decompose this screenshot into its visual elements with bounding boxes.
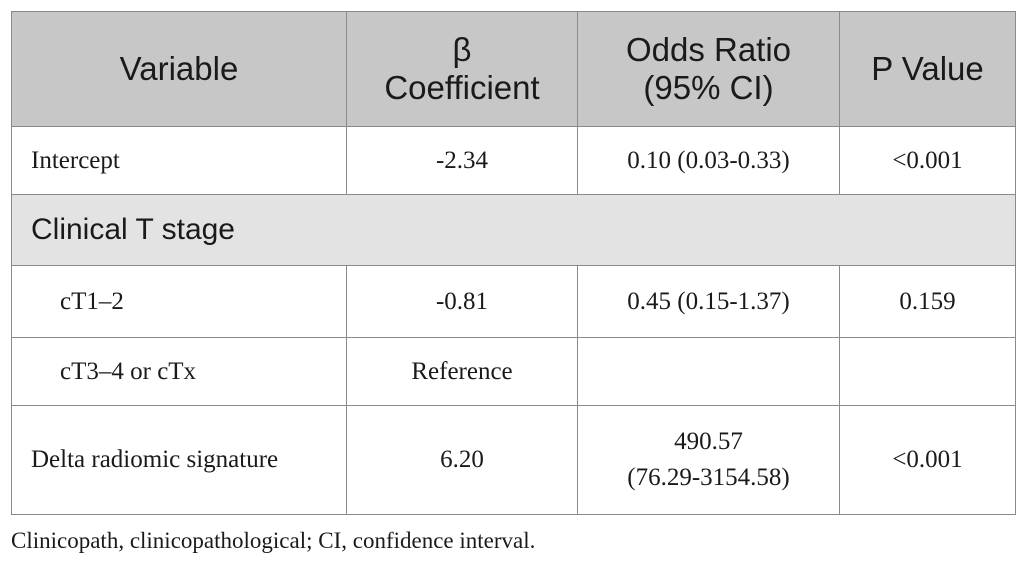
table-header-row: Variable β Coefficient Odds Ratio (95% C…	[11, 11, 1016, 127]
header-variable: Variable	[11, 11, 347, 127]
section-row-clinical-t-stage: Clinical T stage	[11, 194, 1016, 266]
header-beta-coefficient: β Coefficient	[346, 11, 578, 127]
table-row-delta-radiomic: Delta radiomic signature 6.20 490.57 (76…	[11, 405, 1016, 515]
cell-odds-ratio	[577, 337, 840, 406]
cell-odds-ratio-value: 490.57	[674, 428, 743, 455]
cell-variable: cT1–2	[11, 265, 347, 338]
cell-odds-ratio: 0.10 (0.03-0.33)	[577, 126, 840, 195]
cell-variable: Delta radiomic signature	[11, 405, 347, 515]
table-footnote: Clinicopath, clinicopathological; CI, co…	[11, 528, 536, 553]
cell-p-value: 0.159	[839, 265, 1016, 338]
cell-beta: -0.81	[346, 265, 578, 338]
cell-variable: Intercept	[11, 126, 347, 195]
cell-odds-ratio: 0.45 (0.15-1.37)	[577, 265, 840, 338]
cell-beta: -2.34	[346, 126, 578, 195]
header-odds-ratio: Odds Ratio (95% CI)	[577, 11, 840, 127]
cell-p-value	[839, 337, 1016, 406]
header-odds-ratio-line2: (95% CI)	[643, 69, 774, 106]
header-odds-ratio-line1: Odds Ratio	[625, 31, 792, 68]
section-label: Clinical T stage	[11, 194, 1016, 266]
table-row-intercept: Intercept -2.34 0.10 (0.03-0.33) <0.001	[11, 126, 1016, 195]
regression-table: Variable β Coefficient Odds Ratio (95% C…	[11, 11, 1016, 515]
table-row-ct1-2: cT1–2 -0.81 0.45 (0.15-1.37) 0.159	[11, 265, 1016, 338]
table-row-ct3-4: cT3–4 or cTx Reference	[11, 337, 1016, 406]
cell-p-value: <0.001	[839, 405, 1016, 515]
cell-variable: cT3–4 or cTx	[11, 337, 347, 406]
header-beta-word: Coefficient	[384, 69, 540, 106]
cell-beta: Reference	[346, 337, 578, 406]
cell-odds-ratio-ci: (76.29-3154.58)	[627, 464, 790, 491]
cell-p-value: <0.001	[839, 126, 1016, 195]
regression-table-container: Variable β Coefficient Odds Ratio (95% C…	[11, 11, 1016, 515]
header-beta-symbol: β	[452, 31, 472, 68]
header-p-value: P Value	[839, 11, 1016, 127]
cell-beta: 6.20	[346, 405, 578, 515]
cell-odds-ratio: 490.57 (76.29-3154.58)	[577, 405, 840, 515]
